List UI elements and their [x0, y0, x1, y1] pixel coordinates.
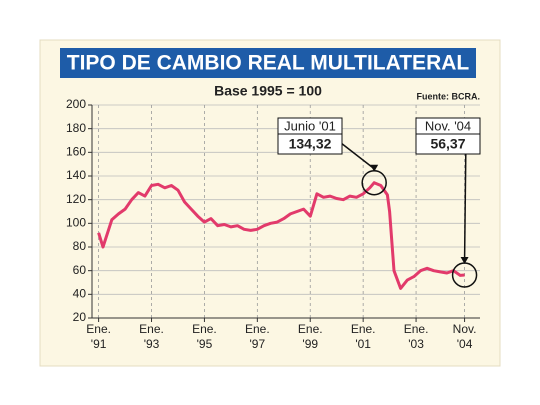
x-tick-label: Ene. '99 — [298, 322, 323, 351]
x-tick-label-line: Ene. — [351, 322, 376, 336]
x-tick-label-line: '01 — [355, 337, 371, 351]
title-bar — [60, 48, 476, 78]
y-tick-label: 80 — [73, 239, 87, 253]
annotation-value: 56,37 — [430, 136, 465, 152]
y-tick-label: 20 — [73, 310, 87, 324]
y-tick-label: 60 — [73, 263, 87, 277]
x-tick-label-line: '95 — [197, 337, 213, 351]
x-tick-label-line: '93 — [144, 337, 160, 351]
x-tick-label-line: Ene. — [245, 322, 270, 336]
annotation-label: Nov. '04 — [425, 118, 471, 133]
x-tick-label: Ene. '01 — [351, 322, 376, 351]
x-tick-label: Nov. '04 — [453, 322, 477, 351]
series-line — [97, 181, 465, 290]
chart-subtitle: Base 1995 = 100 — [214, 83, 322, 99]
arrow-head — [370, 164, 379, 172]
chart-title: TIPO DE CAMBIO REAL MULTILATERAL — [67, 52, 470, 75]
annotation-box — [277, 117, 343, 155]
y-tick-label: 40 — [73, 287, 87, 301]
x-tick-label-line: Ene. — [86, 322, 111, 336]
x-tick-label-line: Nov. — [453, 322, 477, 336]
x-tick-label-line: Ene. — [404, 322, 429, 336]
x-tick-label-line: Ene. — [192, 322, 217, 336]
x-tick-label-line: '91 — [91, 337, 107, 351]
source: Fuente: BCRA. — [417, 91, 481, 101]
y-tick-label: 180 — [66, 121, 86, 135]
panel — [39, 39, 501, 367]
x-tick-label-line: '97 — [250, 337, 266, 351]
x-tick-label-line: '99 — [302, 337, 318, 351]
x-tick-label-line: '04 — [457, 337, 473, 351]
x-tick-label-line: Ene. — [139, 322, 164, 336]
x-tick-label: Ene. '03 — [404, 322, 429, 351]
y-tick-label: 120 — [66, 192, 86, 206]
y-tick-label: 140 — [66, 168, 86, 182]
annotation-value: 134,32 — [289, 136, 332, 152]
x-tick-label: Ene. '93 — [139, 322, 164, 351]
arrow-head — [460, 256, 469, 264]
annotation-arrow — [463, 135, 467, 261]
x-tick-label: Ene. '97 — [245, 322, 270, 351]
y-tick-label: 200 — [66, 97, 86, 111]
y-tick-label: 100 — [66, 216, 86, 230]
annotation-box — [415, 117, 481, 155]
x-tick-label-line: Ene. — [298, 322, 323, 336]
annotation-label: Junio '01 — [284, 118, 336, 133]
x-tick-label: Ene. '91 — [86, 322, 111, 351]
y-tick-label: 160 — [66, 145, 86, 159]
x-tick-label: Ene. '95 — [192, 322, 217, 351]
x-tick-label-line: '03 — [408, 337, 424, 351]
